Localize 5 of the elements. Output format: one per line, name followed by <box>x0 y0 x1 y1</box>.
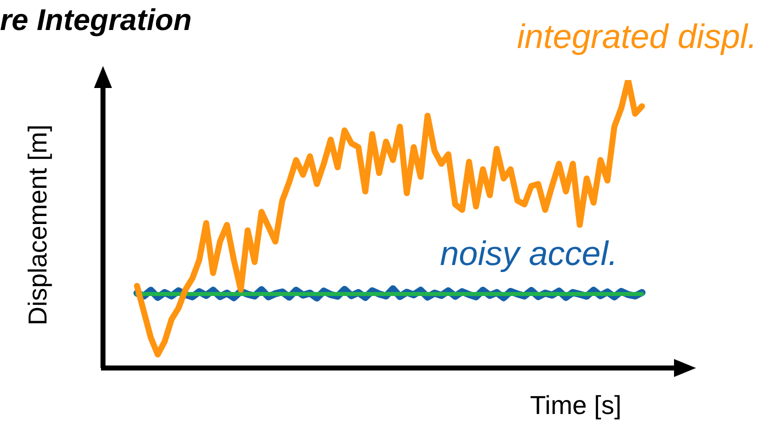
series-label: integrated displ. <box>516 18 757 56</box>
chart-title: re Integration <box>0 4 192 38</box>
x-axis-title: Time [s] <box>530 390 622 421</box>
series-label: noisy accel. <box>440 235 618 273</box>
y-axis-title: Displacement [m] <box>22 124 54 326</box>
